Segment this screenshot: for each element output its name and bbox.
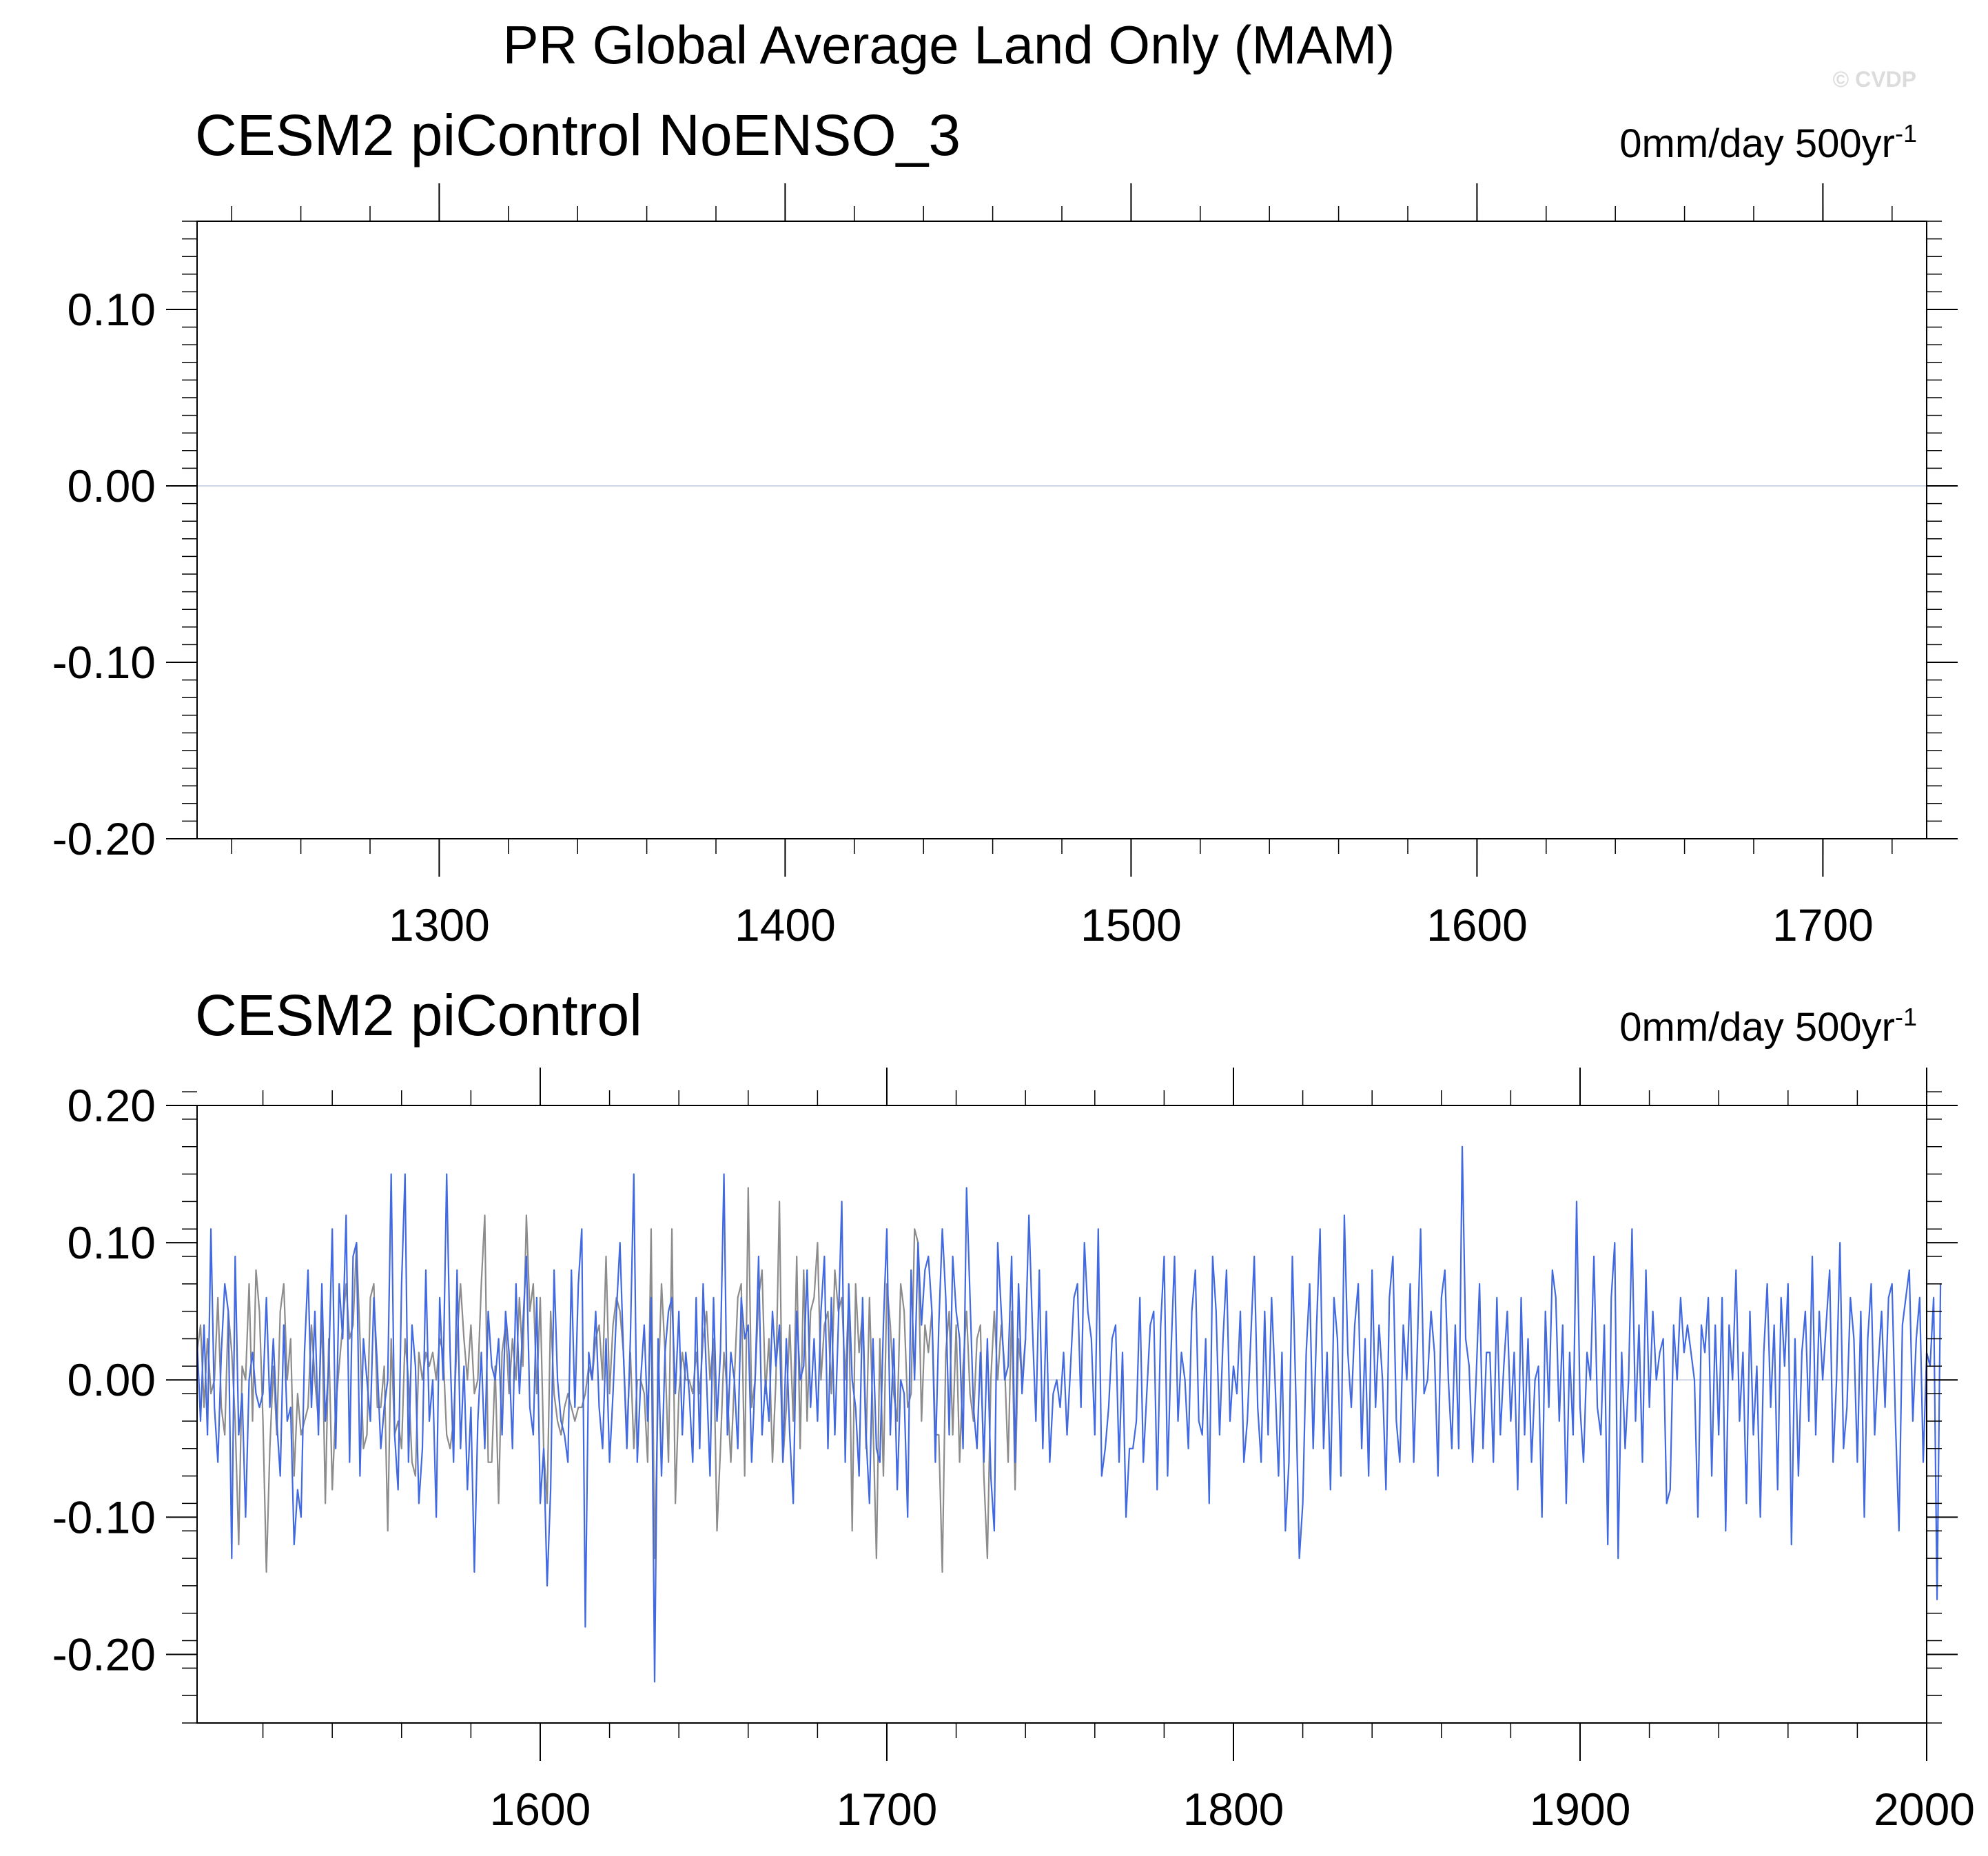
panel-top-title: CESM2 piControl NoENSO_3 xyxy=(195,103,961,167)
top-plot-frame xyxy=(196,221,1927,839)
bottom-ytick-label: 0.20 xyxy=(68,1080,156,1131)
bottom-xtick-label: 1900 xyxy=(1530,1784,1631,1835)
bottom-plot-frame xyxy=(196,1105,1927,1724)
top-xtick-label: 1700 xyxy=(1772,899,1874,950)
bottom-xtick-label: 1700 xyxy=(837,1784,938,1835)
bottom-ytick-label: 0.00 xyxy=(68,1354,156,1405)
panel-top-trend-superscript: -1 xyxy=(1895,119,1917,147)
top-xtick-label: 1400 xyxy=(735,899,836,950)
panel-bottom-title: CESM2 piControl xyxy=(195,983,642,1048)
top-xtick-label: 1600 xyxy=(1426,899,1528,950)
top-ytick-label: -0.10 xyxy=(52,637,156,688)
bottom-ytick-label: -0.10 xyxy=(52,1491,156,1542)
panel-bottom-trend-label: 0mm/day 500yr-1 xyxy=(1619,1003,1917,1050)
panel-bottom-plot: -0.20 -0.10 0.00 0.10 0.20 1600 1700 1800 1900 20… xyxy=(52,1068,1975,1835)
top-xtick-label: 1500 xyxy=(1080,899,1182,950)
top-ytick-label: 0.10 xyxy=(68,284,156,335)
bottom-ytick-label: 0.10 xyxy=(68,1217,156,1268)
panel-bottom: CESM2 piControl 0mm/day 500yr-1 -0.20-0.… xyxy=(52,983,1975,1835)
panel-top-trend-label: 0mm/day 500yr-1 xyxy=(1619,119,1917,166)
panel-top-plot: -0.20 -0.10 0.00 0.10 1300 1400 1500 1600 1700 xyxy=(52,183,1958,950)
panel-bottom-trend-text: 0mm/day 500yr xyxy=(1619,1005,1895,1050)
bottom-xtick-label: 2000 xyxy=(1874,1784,1975,1835)
copyright-watermark: © CVDP xyxy=(1833,67,1916,92)
top-ytick-label: -0.20 xyxy=(52,813,156,864)
bottom-xtick-label: 1600 xyxy=(490,1784,591,1835)
bottom-xtick-label: 1800 xyxy=(1183,1784,1284,1835)
panel-top: CESM2 piControl NoENSO_3 0mm/day 500yr-1… xyxy=(52,103,1958,950)
top-xtick-label: 1300 xyxy=(389,899,490,950)
panel-top-trend-text: 0mm/day 500yr xyxy=(1619,121,1895,166)
top-ytick-label: 0.00 xyxy=(68,460,156,511)
bottom-series-line-2 xyxy=(196,1145,1942,1683)
figure-title: PR Global Average Land Only (MAM) xyxy=(503,14,1395,75)
panel-bottom-trend-superscript: -1 xyxy=(1895,1003,1917,1031)
bottom-ytick-label: -0.20 xyxy=(52,1629,156,1680)
